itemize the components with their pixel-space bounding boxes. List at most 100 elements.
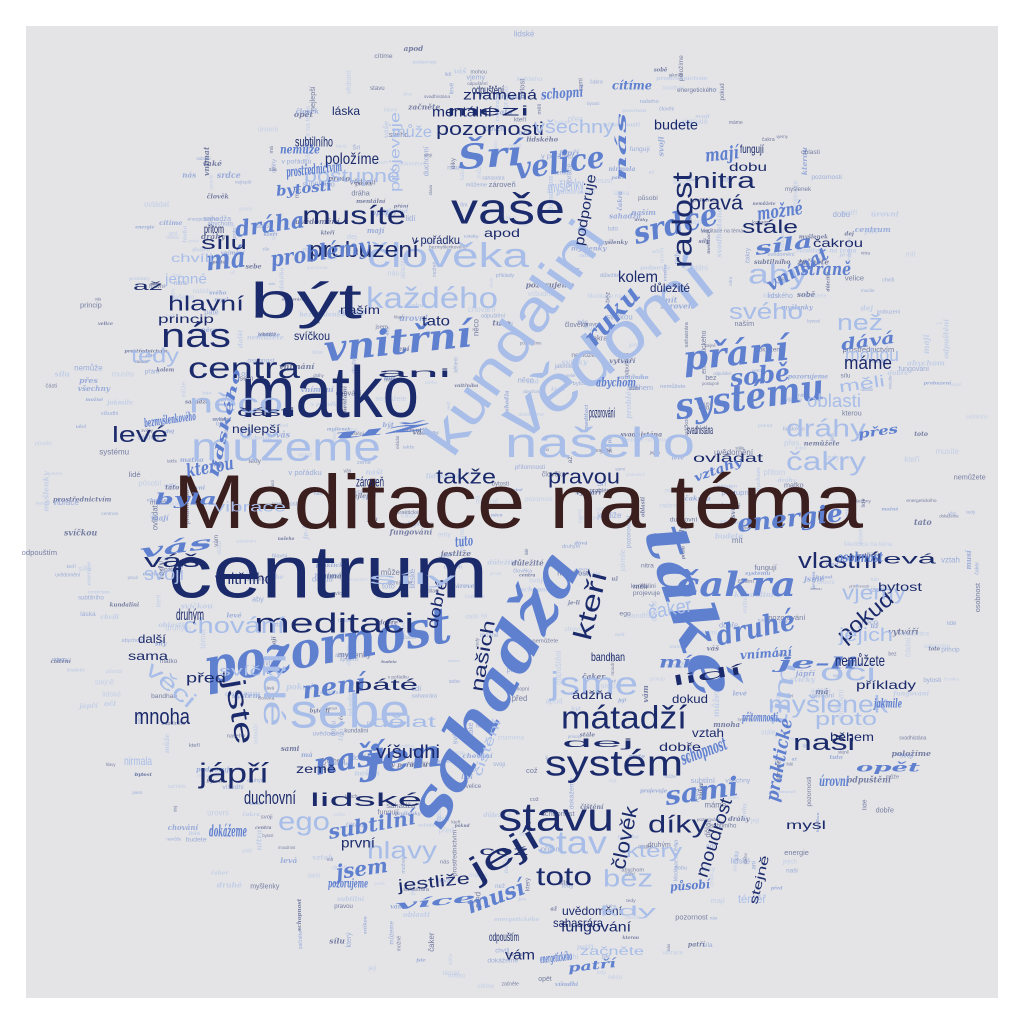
word-cloud-word: všechny [534,117,614,137]
word-cloud-small-word: lidské [514,30,535,39]
word-cloud-word: subtilního [295,134,333,150]
word-cloud-small-word: dobré [795,446,807,451]
word-cloud-small-word: věci [541,447,549,452]
word-cloud-small-word: Meditace na téma [587,293,638,300]
word-cloud-small-word: znamená [718,518,752,526]
word-cloud-small-word: vjemy [776,134,788,139]
word-cloud-small-word: jápří [557,149,580,158]
word-cloud-small-word: má [609,779,616,785]
word-cloud-small-word: úrovni [207,809,229,818]
word-cloud-small-word: dělat [704,820,713,838]
word-cloud-small-word: přes [221,396,233,403]
word-cloud-small-word: projevuje [633,590,660,597]
word-cloud-small-word: dráha [605,903,617,908]
word-cloud-small-word: velice [98,321,113,327]
word-cloud-small-word: kterou [552,170,569,177]
word-cloud-small-word: který [336,144,347,150]
word-cloud-small-word: jakmile [105,400,133,407]
word-cloud-small-word: oblasti [860,387,873,392]
word-cloud-small-word: mentální [356,198,386,205]
word-cloud-small-word: svoji [529,576,544,585]
word-cloud-small-word: víšudhi [222,784,244,791]
word-cloud-small-word: naši [314,491,323,497]
word-cloud-small-word: pravá [128,575,139,580]
word-cloud-small-word: příklady [129,277,150,282]
word-cloud-small-word: tuto [492,319,510,328]
word-cloud-small-word: energie [87,561,93,585]
word-cloud-small-word: kteří [451,820,461,825]
word-cloud-small-word: láska [614,190,630,197]
word-cloud-small-word: dobře [378,620,398,627]
word-cloud-small-word: mezi [664,488,677,495]
word-cloud-small-word: subtilního [710,823,737,830]
word-cloud-small-word: Meditace na téma [673,840,679,881]
word-cloud-small-word: přání [507,667,523,674]
word-cloud-small-word: čakra [762,137,775,143]
word-cloud-small-word: subtilní [196,156,211,161]
word-cloud-small-word: nemůžete [571,351,600,359]
word-cloud-small-word: druhým [444,565,462,571]
word-cloud-small-word: mátadží [384,378,402,384]
word-cloud-small-word: stavu [428,184,433,195]
word-cloud-small-word: sílu [841,372,851,379]
word-cloud-small-word: svíčkou [729,491,737,518]
word-cloud-small-word: jsme [802,575,824,584]
word-cloud-small-word: má [527,377,540,386]
word-cloud-small-word: kteří [67,564,77,569]
word-cloud-small-word: něco [518,375,534,384]
word-cloud-small-word: vnímání [810,693,834,700]
word-cloud-small-word: levé [227,612,243,620]
word-cloud-word: každého [366,282,498,315]
word-cloud-small-word: centra [255,825,271,831]
word-cloud-small-word: jestliže [596,511,622,520]
word-cloud-small-word: můžeme [389,921,396,945]
word-cloud-small-word: nemůžete [660,383,685,390]
word-cloud-small-word: nemůžete [388,580,413,587]
word-cloud-word: svíčkou [294,329,330,343]
word-cloud-small-word: postupně [702,381,720,386]
word-cloud-word: tedy [131,345,179,367]
word-cloud-small-word: čaker [211,870,229,877]
word-cloud-small-word: mnoha [713,720,740,729]
word-cloud-small-word: systému [742,525,757,530]
word-cloud-word: čakry [786,446,866,476]
word-cloud-small-word: díky [450,157,457,169]
word-cloud-small-word: člověka [542,472,566,479]
word-cloud-small-word: čištění [580,804,604,811]
word-cloud-small-word: téměř [443,970,461,977]
word-cloud-small-word: abychom [907,359,945,368]
word-cloud-small-word: stále [761,730,776,737]
word-cloud-small-word: nitra [728,276,734,286]
word-cloud-word: levá [876,551,936,567]
word-cloud-small-word: přání [410,881,417,896]
word-cloud-small-word: bytost [517,78,526,99]
word-cloud-word: hlavy [367,837,437,864]
word-cloud-small-word: až [550,906,558,913]
word-cloud-small-word: tedy [826,453,840,462]
word-cloud-small-word: působí [35,440,52,447]
word-cloud-small-word: radost [872,359,888,365]
word-cloud-small-word: jen [243,413,251,419]
word-cloud-word: ego [278,806,330,836]
word-cloud-small-word: fungování [892,690,929,698]
word-cloud-word: nemůže [280,143,320,157]
word-cloud-small-word: tedy [438,532,451,539]
word-cloud-small-word: téměř [425,240,436,245]
word-cloud-small-word: patří [577,944,594,951]
word-cloud-small-word: oči [518,128,530,137]
word-cloud-small-word: energetického [188,217,218,223]
word-cloud-small-word: něco [491,513,503,518]
word-cloud-small-word: jsem [374,325,388,331]
word-cloud-small-word: centrum [88,590,110,596]
word-cloud-small-word: princip [941,647,960,654]
word-cloud-small-word: budete [250,801,264,806]
word-cloud-small-word: ovládat [144,200,170,209]
word-cloud-small-word: proto [232,228,238,240]
word-cloud-word: jejich [838,625,893,645]
word-cloud-small-word: měli [537,104,543,115]
word-cloud-small-word: více [320,757,328,770]
word-cloud-small-word: kundalini [344,728,368,734]
word-cloud-word: znamená [463,87,537,103]
word-cloud-small-word: může [162,734,171,753]
